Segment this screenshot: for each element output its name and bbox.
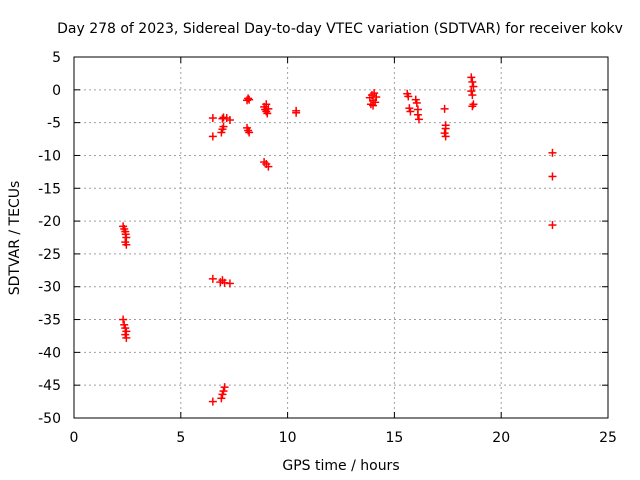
- data-point: [406, 107, 415, 116]
- data-point: [245, 128, 254, 137]
- data-point: [468, 77, 477, 86]
- data-point: [225, 279, 234, 288]
- y-tick-label: -5: [47, 116, 61, 132]
- x-tick-label: 5: [176, 430, 185, 446]
- data-point: [404, 92, 413, 101]
- y-tick-labels: 5 0 -5 -10 -15 -20 -25 -30 -35 -40 -45 -50: [38, 50, 61, 427]
- x-tick-label: 0: [70, 430, 79, 446]
- x-tick-label: 20: [492, 430, 510, 446]
- y-tick-label: -25: [38, 247, 61, 263]
- data-point: [467, 73, 476, 82]
- data-point: [244, 94, 253, 103]
- data-point: [208, 274, 217, 283]
- data-point: [122, 240, 131, 249]
- data-points: [119, 73, 557, 406]
- data-point: [263, 109, 272, 118]
- y-tick-label: 0: [52, 83, 61, 99]
- data-point: [217, 394, 226, 403]
- x-tick-label: 15: [385, 430, 403, 446]
- data-point: [262, 100, 271, 109]
- data-point: [208, 397, 217, 406]
- data-point: [292, 108, 301, 117]
- data-point: [119, 315, 128, 324]
- data-point: [440, 104, 449, 113]
- data-point: [245, 95, 254, 104]
- data-point: [441, 132, 450, 141]
- x-tick-label: 10: [279, 430, 297, 446]
- plot-frame: [73, 56, 609, 419]
- x-axis-title: GPS time / hours: [282, 458, 399, 474]
- data-point: [220, 383, 229, 392]
- data-point: [413, 110, 422, 119]
- y-axis-title: SDTVAR / TECUs: [7, 181, 23, 296]
- data-point: [225, 116, 234, 125]
- data-point: [208, 114, 217, 123]
- data-point: [208, 132, 217, 141]
- data-point: [264, 162, 273, 171]
- data-point: [469, 100, 478, 109]
- y-tick-label: -30: [38, 280, 61, 296]
- data-point: [414, 115, 423, 124]
- y-tick-label: -35: [38, 313, 61, 329]
- data-point: [548, 148, 557, 157]
- axis-ticks: [73, 56, 609, 419]
- y-tick-label: -45: [38, 378, 61, 394]
- y-tick-label: 5: [52, 50, 61, 66]
- data-point: [219, 122, 228, 131]
- chart-title: Day 278 of 2023, Sidereal Day-to-day VTE…: [57, 21, 623, 37]
- data-point: [548, 172, 557, 181]
- y-tick-label: -10: [38, 148, 61, 164]
- data-point: [369, 101, 378, 110]
- y-tick-label: -40: [38, 345, 61, 361]
- y-tick-label: -15: [38, 181, 61, 197]
- data-point: [219, 387, 228, 396]
- data-point: [122, 233, 131, 242]
- y-tick-label: -50: [38, 411, 61, 427]
- grid-lines: [74, 57, 608, 418]
- data-point: [468, 91, 477, 100]
- x-tick-labels: 0 5 10 15 20 25: [70, 430, 617, 446]
- data-point: [264, 104, 273, 113]
- data-point: [441, 124, 450, 133]
- data-point: [412, 98, 421, 107]
- data-point: [122, 333, 131, 342]
- data-point: [468, 102, 477, 111]
- y-tick-label: -20: [38, 214, 61, 230]
- data-point: [372, 93, 381, 102]
- data-point: [548, 221, 557, 230]
- data-point: [469, 82, 478, 91]
- x-tick-label: 25: [599, 430, 617, 446]
- data-point: [467, 87, 476, 96]
